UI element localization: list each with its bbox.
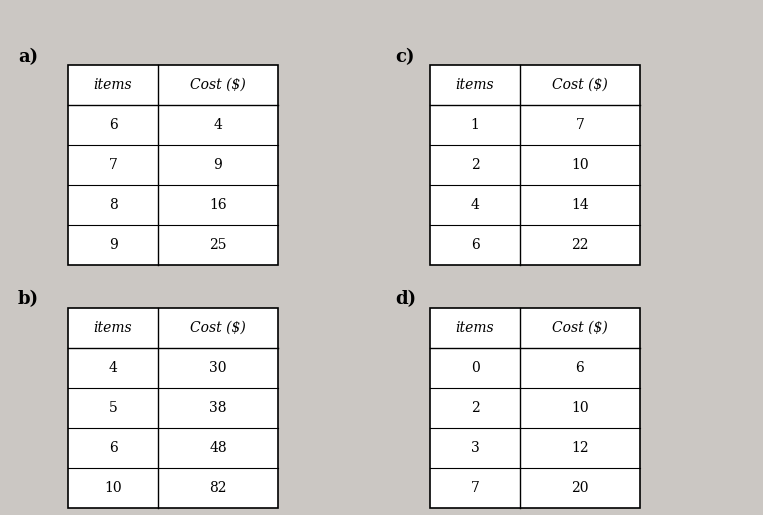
Text: 22: 22 <box>571 238 589 252</box>
Text: c): c) <box>395 48 414 66</box>
Text: 5: 5 <box>108 401 118 415</box>
Text: a): a) <box>18 48 38 66</box>
Text: 16: 16 <box>209 198 227 212</box>
Text: 4: 4 <box>471 198 479 212</box>
Text: 3: 3 <box>471 441 479 455</box>
Text: items: items <box>94 321 132 335</box>
Text: Cost ($): Cost ($) <box>190 321 246 335</box>
Text: 10: 10 <box>571 401 589 415</box>
Text: 9: 9 <box>108 238 118 252</box>
Text: 2: 2 <box>471 158 479 172</box>
Bar <box>68 308 278 508</box>
Text: Cost ($): Cost ($) <box>552 78 608 92</box>
Text: items: items <box>456 321 494 335</box>
Text: items: items <box>456 78 494 92</box>
Text: 48: 48 <box>209 441 227 455</box>
Text: 4: 4 <box>108 361 118 375</box>
Text: 25: 25 <box>209 238 227 252</box>
Text: 6: 6 <box>575 361 584 375</box>
Text: 30: 30 <box>209 361 227 375</box>
Text: 6: 6 <box>108 118 118 132</box>
Text: 10: 10 <box>571 158 589 172</box>
Text: 8: 8 <box>108 198 118 212</box>
Text: b): b) <box>18 290 39 308</box>
Text: 12: 12 <box>571 441 589 455</box>
Text: Cost ($): Cost ($) <box>190 78 246 92</box>
Text: Cost ($): Cost ($) <box>552 321 608 335</box>
Text: 2: 2 <box>471 401 479 415</box>
Text: 0: 0 <box>471 361 479 375</box>
Text: 38: 38 <box>209 401 227 415</box>
Text: 9: 9 <box>214 158 222 172</box>
Text: 10: 10 <box>105 481 122 495</box>
Text: 7: 7 <box>471 481 479 495</box>
Bar <box>430 65 640 265</box>
Text: d): d) <box>395 290 416 308</box>
Bar <box>430 308 640 508</box>
Text: 1: 1 <box>471 118 479 132</box>
Text: 82: 82 <box>209 481 227 495</box>
Text: items: items <box>94 78 132 92</box>
Text: 7: 7 <box>575 118 584 132</box>
Text: 6: 6 <box>471 238 479 252</box>
Text: 20: 20 <box>571 481 589 495</box>
Text: 14: 14 <box>571 198 589 212</box>
Bar <box>68 65 278 265</box>
Text: 6: 6 <box>108 441 118 455</box>
Text: 4: 4 <box>214 118 223 132</box>
Text: 7: 7 <box>108 158 118 172</box>
